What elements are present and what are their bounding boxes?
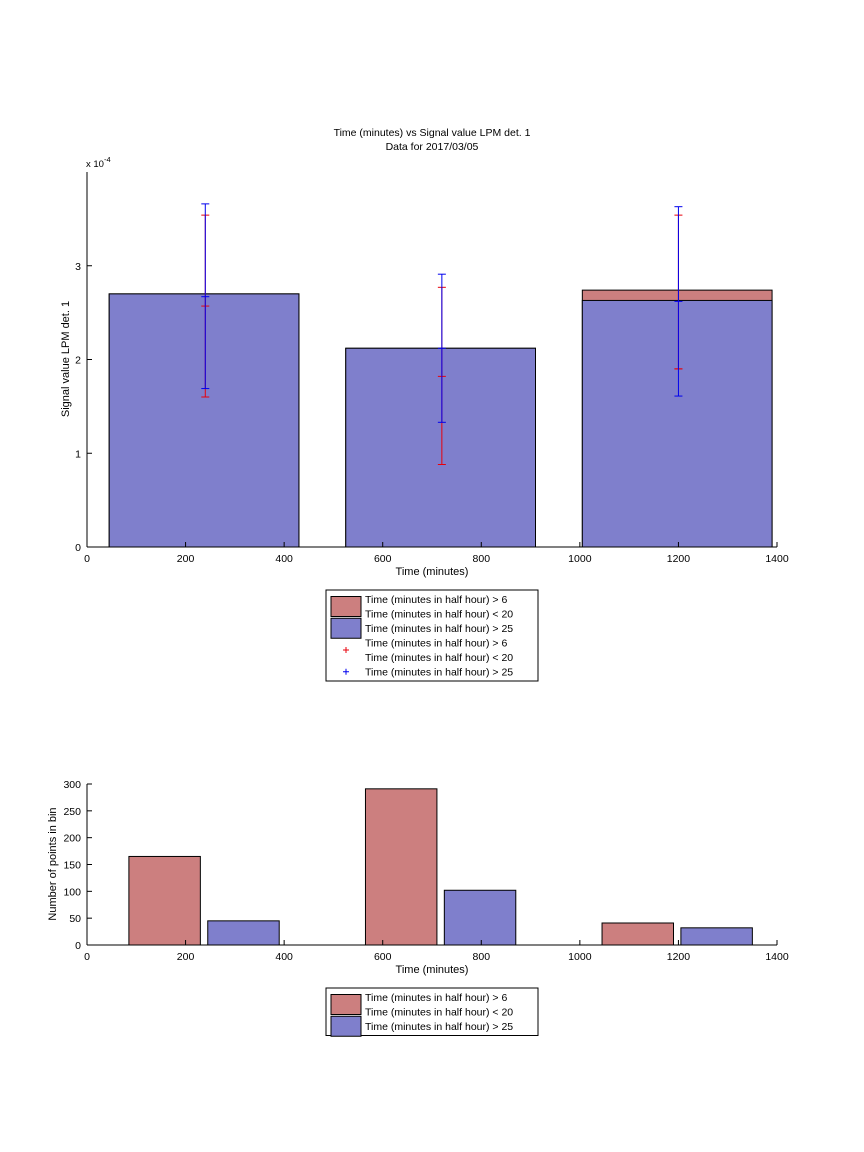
x-tick-label: 1000 <box>568 553 592 565</box>
chart2-plot: 0 200 400 600 800 1000 1200 1400 0 50 100 150 200 250… <box>63 779 788 963</box>
x-tick-label: 200 <box>177 951 195 963</box>
chart1-plot: 0 200 400 600 800 1000 1200 1400 0 1 2 3 <box>75 172 789 565</box>
legend-label: Time (minutes in half hour) < 20 <box>365 652 513 664</box>
legend-label: Time (minutes in half hour) > 25 <box>365 667 513 679</box>
x-tick-label: 1200 <box>667 553 691 565</box>
y-tick-label: 300 <box>63 779 81 791</box>
y-tick-label: 2 <box>75 355 81 367</box>
legend-label: Time (minutes in half hour) > 25 <box>365 623 513 635</box>
chart1-legend: Time (minutes in half hour) > 6 Time (min… <box>325 589 539 682</box>
x-tick-label: 600 <box>374 553 392 565</box>
chart1-bar-blue <box>581 299 773 548</box>
x-tick-label: 800 <box>473 553 491 565</box>
chart2-bar-blue <box>443 889 517 946</box>
legend-label: Time (minutes in half hour) > 6 <box>365 594 507 606</box>
legend-label: Time (minutes in half hour) > 25 <box>365 1021 513 1033</box>
x-tick-label: 1000 <box>568 951 592 963</box>
chart2-legend: Time (minutes in half hour) > 6 Time (min… <box>325 987 539 1037</box>
chart1-subtitle: Data for 2017/03/05 <box>386 141 479 153</box>
legend-swatch-red <box>330 994 362 1015</box>
chart2-bar-red <box>364 788 438 946</box>
legend-label: Time (minutes in half hour) > 6 <box>365 992 507 1004</box>
legend-label: Time (minutes in half hour) < 20 <box>365 1007 513 1019</box>
legend-swatch-blue <box>330 1015 362 1037</box>
x-tick-label: 800 <box>473 951 491 963</box>
y-tick-label: 1 <box>75 448 81 460</box>
y-tick-label: 0 <box>75 542 81 554</box>
chart1-xlabel: Time (minutes) <box>396 566 469 578</box>
x-tick-label: 0 <box>84 553 90 565</box>
x-tick-label: 600 <box>374 951 392 963</box>
chart2-bar-blue <box>207 920 280 946</box>
chart1-y-exponent-base: x 10 <box>86 159 104 170</box>
x-tick-label: 1200 <box>667 951 691 963</box>
chart1-bar-blue <box>108 293 300 548</box>
x-tick-label: 200 <box>177 553 195 565</box>
x-tick-label: 400 <box>275 951 293 963</box>
legend-label: Time (minutes in half hour) > 6 <box>365 638 507 650</box>
y-tick-label: 100 <box>63 886 81 898</box>
x-tick-label: 1400 <box>765 951 789 963</box>
x-tick-label: 0 <box>84 951 90 963</box>
chart1-bar-blue <box>345 347 536 548</box>
chart2-xlabel: Time (minutes) <box>396 964 469 976</box>
chart2-ylabel: Number of points in bin <box>47 807 59 920</box>
chart2-bar-red <box>128 855 201 946</box>
chart1-title: Time (minutes) vs Signal value LPM det. … <box>334 127 531 139</box>
chart1-y-exponent: x 10-4 <box>86 155 111 170</box>
legend-swatch-red <box>330 596 362 617</box>
legend-label: Time (minutes in half hour) < 20 <box>365 609 513 621</box>
legend-swatch-blue <box>330 617 362 639</box>
x-tick-label: 400 <box>275 553 293 565</box>
x-tick-label: 1400 <box>765 553 789 565</box>
y-tick-label: 3 <box>75 261 81 273</box>
y-tick-label: 250 <box>63 806 81 818</box>
y-tick-label: 50 <box>69 913 81 925</box>
y-tick-label: 200 <box>63 833 81 845</box>
chart1-ylabel: Signal value LPM det. 1 <box>60 301 72 417</box>
y-tick-label: 0 <box>75 940 81 952</box>
chart1-y-exponent-power: -4 <box>104 155 111 164</box>
y-tick-label: 150 <box>63 860 81 872</box>
chart2-bar-blue <box>680 927 753 946</box>
chart2-bar-red <box>601 922 674 946</box>
